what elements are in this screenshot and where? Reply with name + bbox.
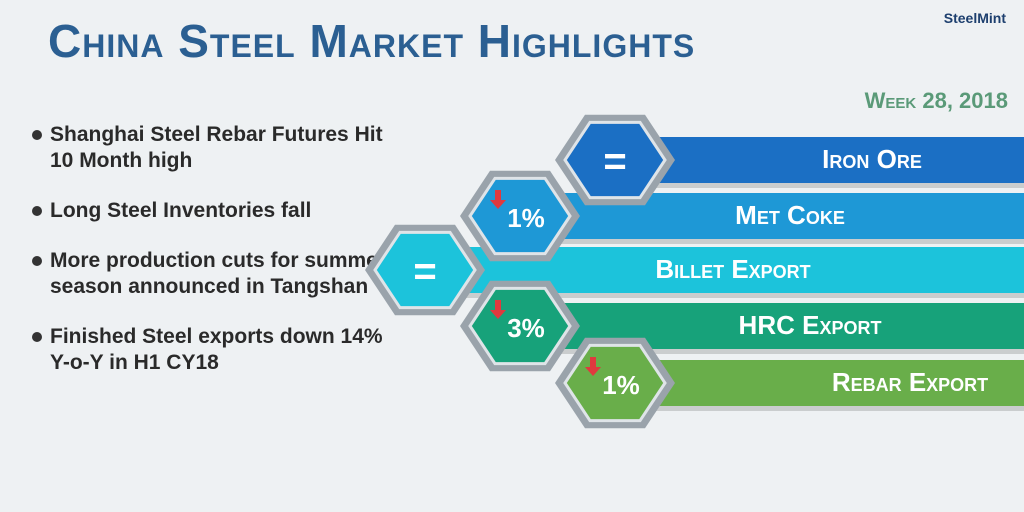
change-value: 1% [507,203,545,233]
change-value: 3% [507,313,545,343]
bar [615,137,1024,183]
brand-logo: SteelMint [943,10,1006,26]
down-arrow [585,357,601,376]
item-label: HRC Export [739,310,882,340]
change-value: = [413,250,436,294]
item-label: Billet Export [655,254,810,284]
bullet: More production cuts for summer season a… [30,248,390,300]
bullet: Finished Steel exports down 14% Y-o-Y in… [30,324,390,376]
item-label: Met Coke [735,200,845,230]
change-value: = [603,140,626,184]
hexagon [373,230,477,310]
down-arrow [490,300,506,319]
item-label: Rebar Export [832,367,988,397]
title: China Steel Market Highlights [48,15,696,67]
bullet: Long Steel Inventories fall [30,198,390,224]
hexagon [563,120,667,200]
bar [615,360,1024,406]
week-label: Week 28, 2018 [864,88,1008,113]
item-label: Iron Ore [822,144,922,174]
bullet-list: Shanghai Steel Rebar Futures Hit 10 Mont… [30,122,390,400]
bullet: Shanghai Steel Rebar Futures Hit 10 Mont… [30,122,390,174]
change-value: 1% [602,370,640,400]
down-arrow [490,190,506,209]
